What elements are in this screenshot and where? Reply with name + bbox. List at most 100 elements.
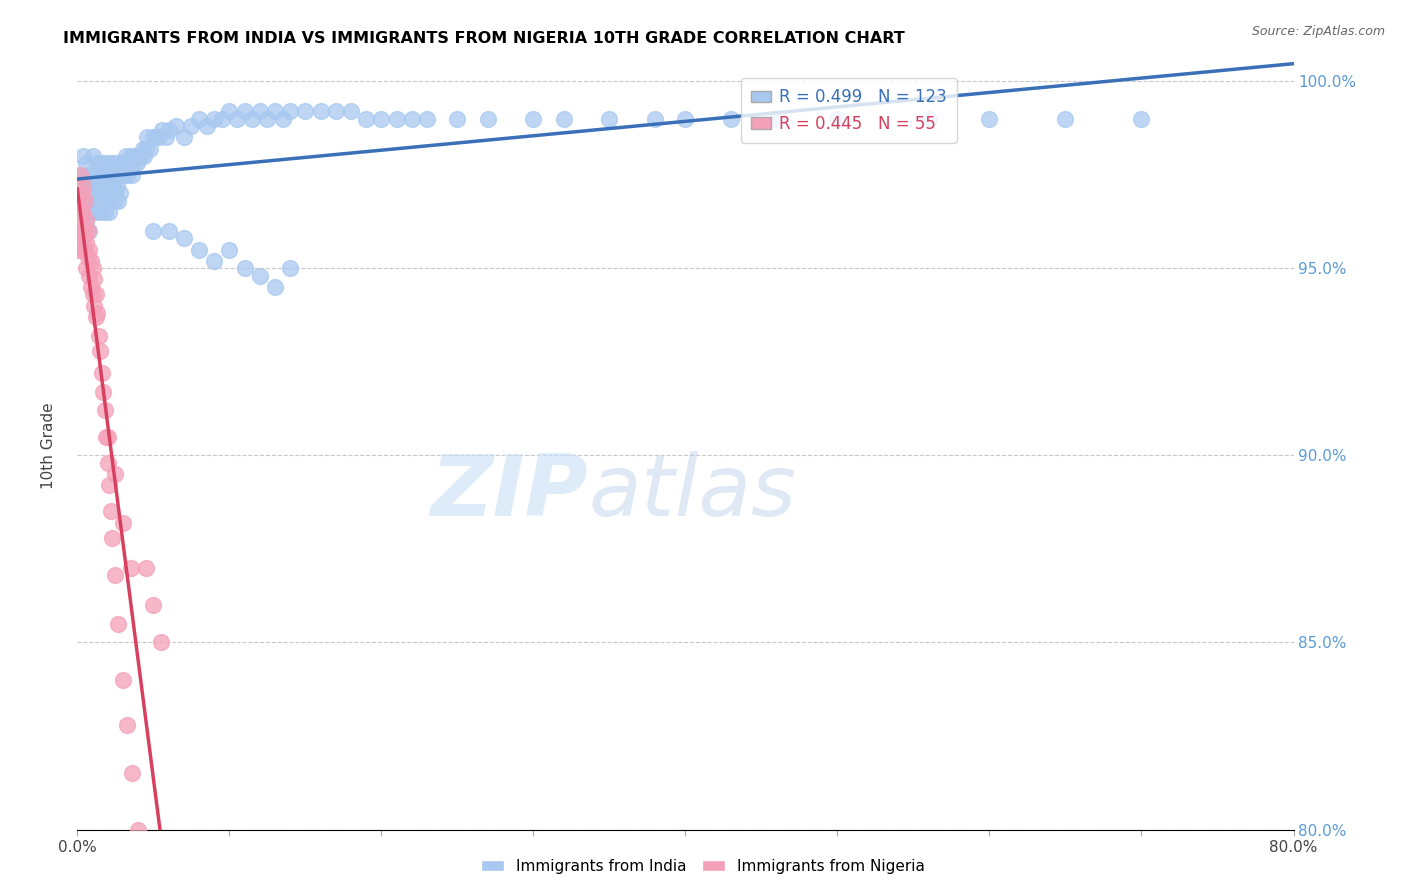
Point — [87, 194, 110, 208]
Point — [120, 149, 142, 163]
Point — [75, 235, 97, 249]
Point — [256, 112, 278, 126]
Point — [104, 467, 127, 481]
Point — [70, 205, 93, 219]
Text: atlas: atlas — [588, 450, 796, 533]
Point — [107, 168, 129, 182]
Point — [278, 104, 301, 119]
Point — [79, 268, 101, 283]
Point — [98, 478, 121, 492]
Point — [80, 253, 103, 268]
Point — [82, 186, 104, 201]
Point — [72, 149, 94, 163]
Point — [67, 243, 90, 257]
Point — [77, 190, 100, 204]
Point — [73, 205, 96, 219]
Point — [142, 224, 165, 238]
Point — [155, 130, 177, 145]
Point — [97, 430, 120, 444]
Point — [111, 673, 134, 687]
Point — [131, 141, 153, 155]
Point — [75, 212, 97, 227]
Point — [72, 224, 94, 238]
Point — [278, 261, 301, 276]
Point — [89, 343, 111, 358]
Point — [69, 168, 91, 182]
Point — [77, 224, 100, 238]
Point — [80, 194, 103, 208]
Point — [100, 186, 122, 201]
Point — [416, 112, 439, 126]
Point — [70, 186, 93, 201]
Point — [111, 168, 134, 182]
Text: IMMIGRANTS FROM INDIA VS IMMIGRANTS FROM NIGERIA 10TH GRADE CORRELATION CHART: IMMIGRANTS FROM INDIA VS IMMIGRANTS FROM… — [63, 31, 905, 46]
Point — [98, 168, 121, 182]
Point — [77, 168, 100, 182]
Point — [325, 104, 347, 119]
Point — [90, 156, 112, 170]
Point — [765, 112, 787, 126]
Point — [100, 156, 122, 170]
Point — [91, 168, 114, 182]
Point — [96, 156, 118, 170]
Point — [72, 178, 94, 193]
Point — [979, 112, 1001, 126]
Point — [90, 366, 112, 380]
Point — [115, 149, 138, 163]
Point — [340, 104, 363, 119]
Point — [87, 168, 110, 182]
Point — [117, 718, 139, 732]
Point — [165, 119, 187, 133]
Point — [111, 516, 134, 530]
Point — [202, 253, 225, 268]
Point — [118, 156, 141, 170]
Point — [827, 112, 849, 126]
Point — [69, 216, 91, 230]
Point — [107, 616, 129, 631]
Point — [249, 104, 271, 119]
Point — [82, 205, 104, 219]
Point — [149, 635, 172, 649]
Point — [89, 205, 111, 219]
Point — [202, 112, 225, 126]
Point — [127, 149, 149, 163]
Point — [124, 149, 146, 163]
Point — [96, 430, 118, 444]
Point — [69, 194, 91, 208]
Point — [91, 194, 114, 208]
Point — [80, 280, 103, 294]
Point — [142, 598, 165, 612]
Point — [218, 243, 240, 257]
Text: ZIP: ZIP — [430, 450, 588, 533]
Point — [644, 112, 666, 126]
Point — [264, 280, 287, 294]
Point — [70, 231, 93, 245]
Point — [226, 112, 249, 126]
Point — [918, 112, 941, 126]
Point — [240, 112, 263, 126]
Point — [100, 504, 122, 518]
Point — [122, 156, 145, 170]
Point — [522, 112, 544, 126]
Point — [249, 268, 271, 283]
Point — [83, 272, 105, 286]
Point — [84, 287, 107, 301]
Point — [233, 261, 256, 276]
Point — [309, 104, 332, 119]
Point — [82, 261, 104, 276]
Point — [135, 560, 157, 574]
Point — [188, 243, 211, 257]
Point — [79, 224, 101, 238]
Point — [114, 156, 136, 170]
Point — [294, 104, 316, 119]
Point — [72, 194, 94, 208]
Point — [180, 119, 202, 133]
Point — [79, 178, 101, 193]
Point — [70, 178, 93, 193]
Point — [157, 224, 180, 238]
Point — [1130, 112, 1153, 126]
Point — [73, 194, 96, 208]
Point — [72, 243, 94, 257]
Point — [117, 168, 139, 182]
Point — [83, 178, 105, 193]
